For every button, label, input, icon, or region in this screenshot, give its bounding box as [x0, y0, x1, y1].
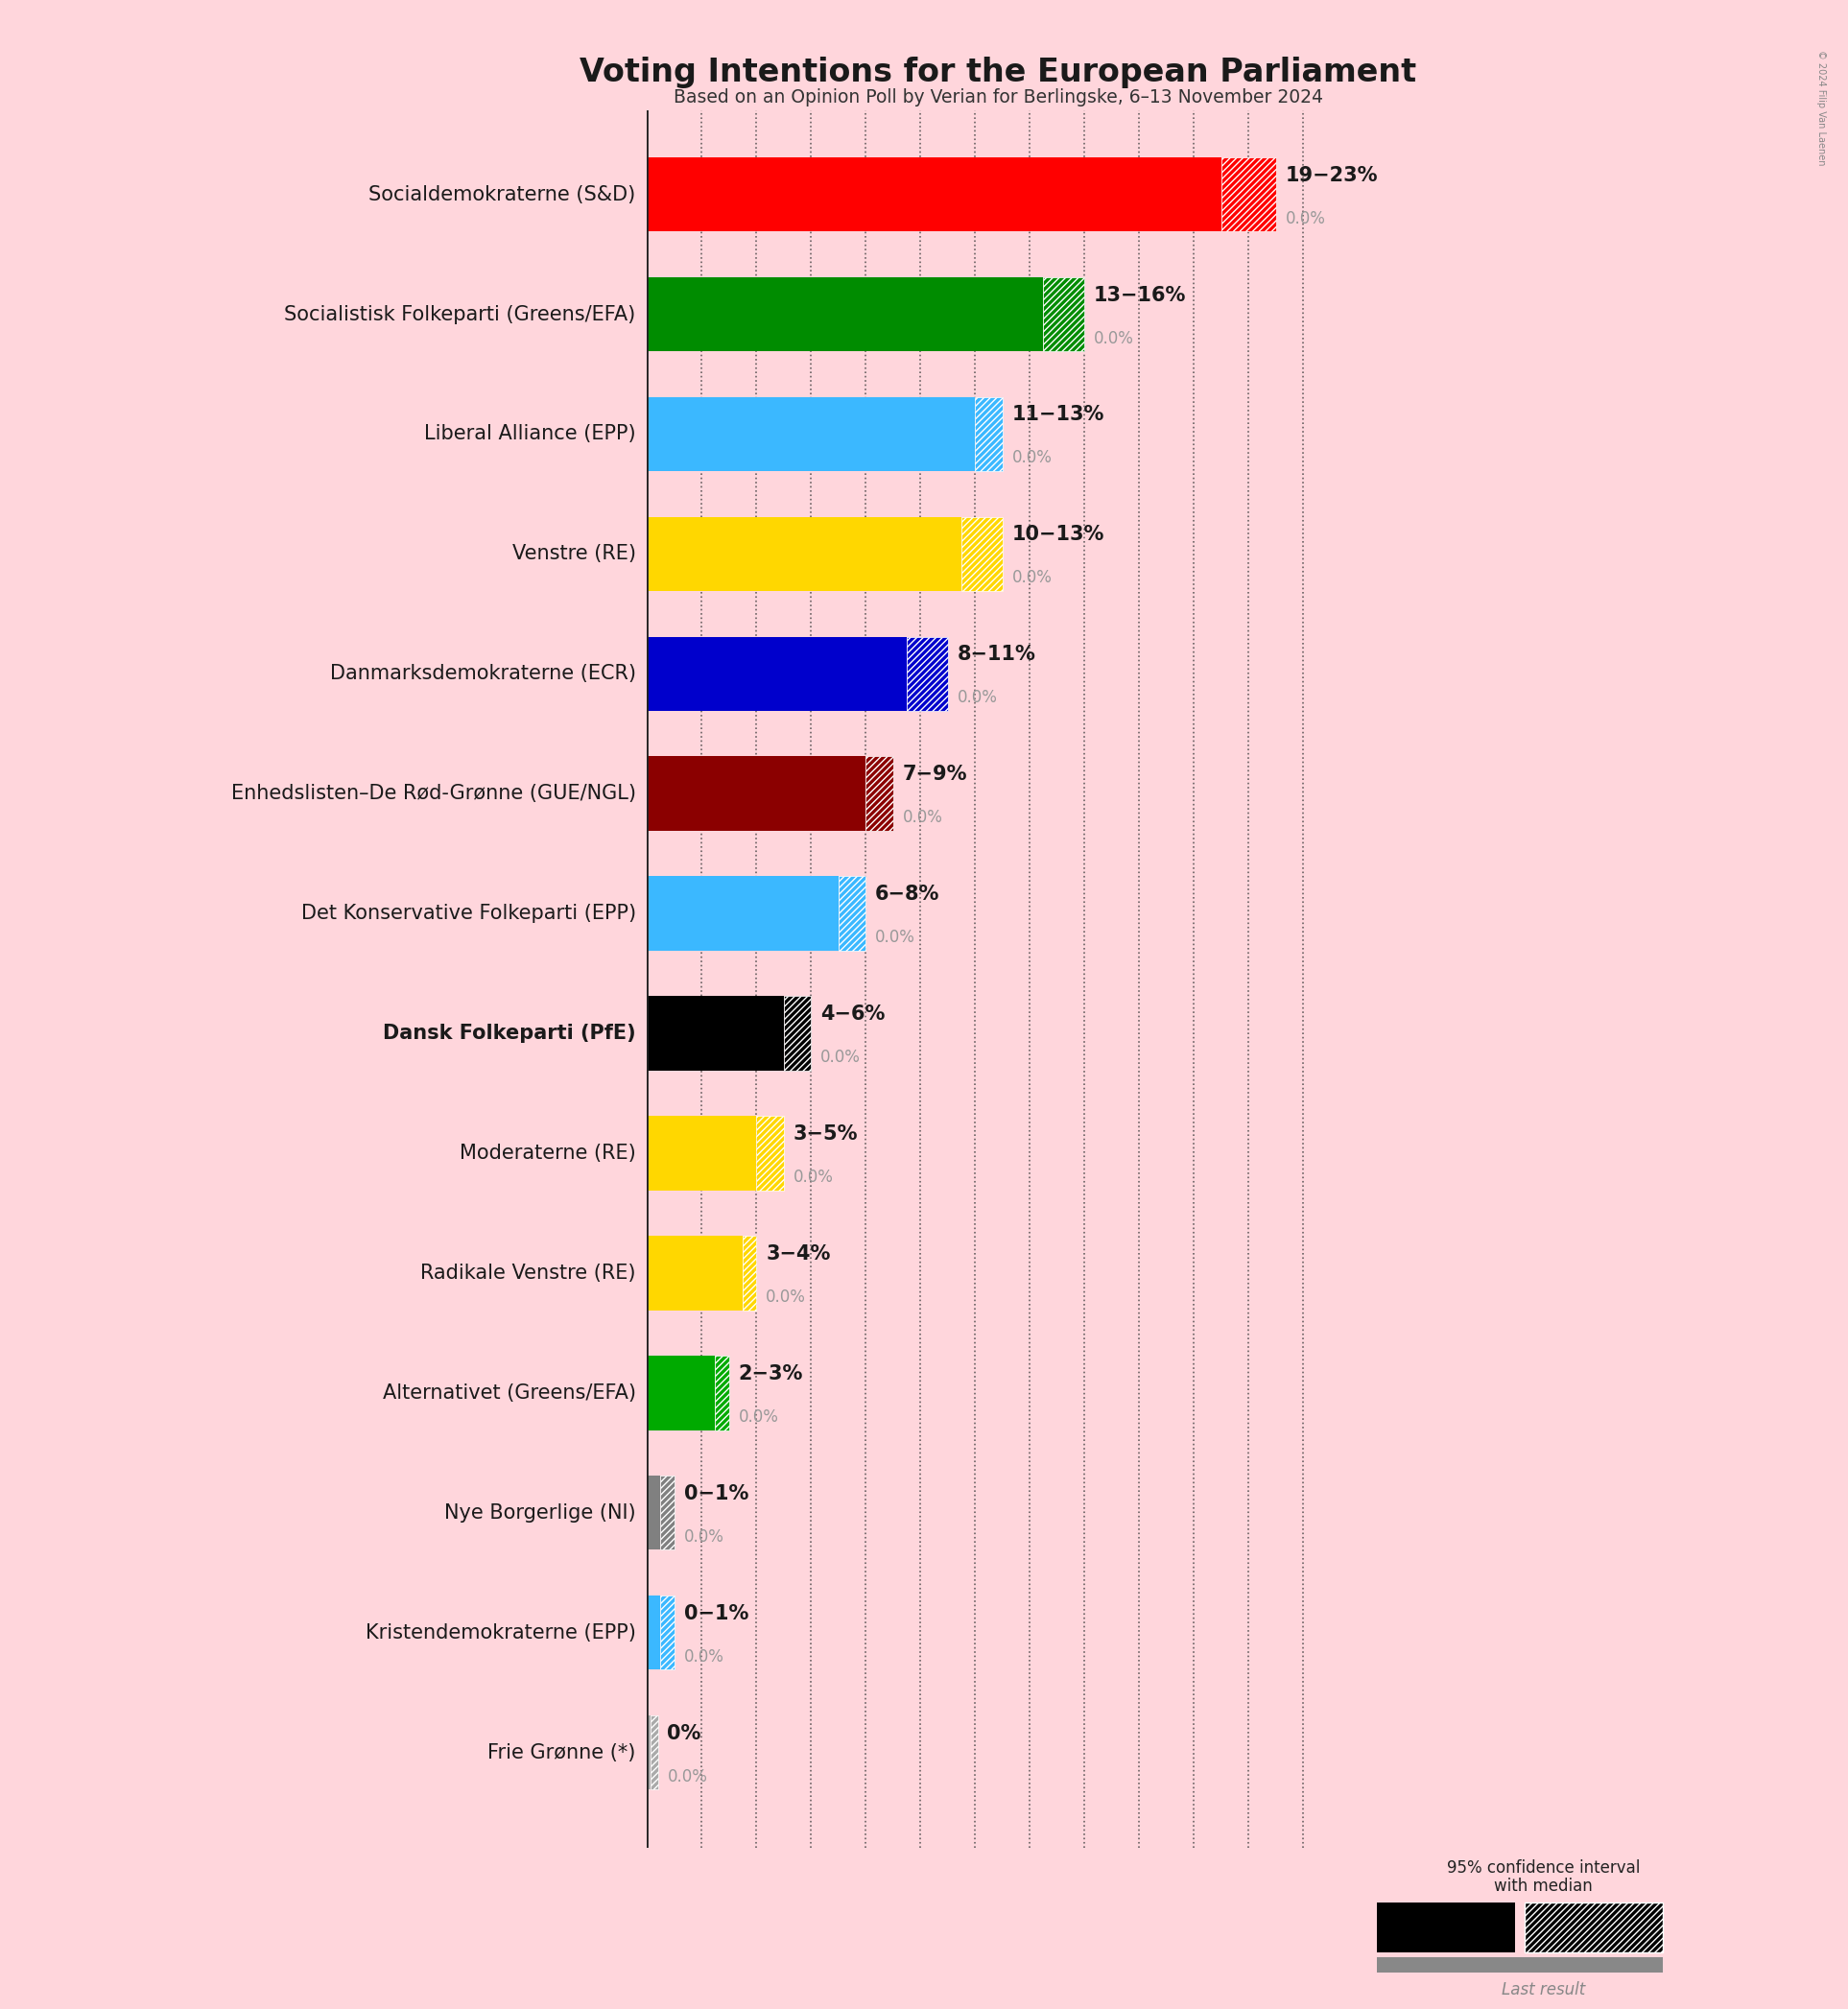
Bar	[647, 1117, 756, 1189]
Text: Enhedslisten–De Rød-Grønne (GUE/NGL): Enhedslisten–De Rød-Grønne (GUE/NGL)	[231, 784, 636, 804]
Bar	[647, 996, 784, 1071]
Bar	[647, 398, 976, 472]
Text: 19−23%: 19−23%	[1286, 165, 1379, 185]
Text: with median: with median	[1493, 1876, 1593, 1894]
Text: 0.0%: 0.0%	[1013, 569, 1052, 587]
Text: 0.0%: 0.0%	[684, 1529, 724, 1545]
Text: Moderaterne (RE): Moderaterne (RE)	[460, 1143, 636, 1163]
Text: Based on an Opinion Poll by Verian for Berlingske, 6–13 November 2024: Based on an Opinion Poll by Verian for B…	[673, 88, 1323, 106]
Text: Socialdemokraterne (S&D): Socialdemokraterne (S&D)	[370, 185, 636, 205]
Text: 0.0%: 0.0%	[821, 1049, 861, 1067]
Text: 0.0%: 0.0%	[1013, 450, 1052, 466]
Bar	[647, 1236, 743, 1310]
Bar	[647, 1716, 650, 1790]
Bar	[839, 876, 865, 950]
Text: Liberal Alliance (EPP): Liberal Alliance (EPP)	[425, 424, 636, 444]
Text: 2−3%: 2−3%	[739, 1364, 804, 1384]
Text: 95% confidence interval: 95% confidence interval	[1447, 1858, 1639, 1876]
Bar	[1044, 277, 1085, 352]
Text: Voting Intentions for the European Parliament: Voting Intentions for the European Parli…	[580, 56, 1416, 88]
Bar	[650, 1716, 658, 1790]
Text: 0.0%: 0.0%	[684, 1647, 724, 1665]
Text: 0%: 0%	[667, 1724, 700, 1744]
Bar	[784, 996, 811, 1071]
Text: Danmarksdemokraterne (ECR): Danmarksdemokraterne (ECR)	[329, 665, 636, 683]
Text: Kristendemokraterne (EPP): Kristendemokraterne (EPP)	[366, 1623, 636, 1641]
Text: 0.0%: 0.0%	[1094, 329, 1135, 348]
Text: Venstre (RE): Venstre (RE)	[512, 544, 636, 563]
Bar	[647, 1595, 660, 1669]
Bar	[865, 757, 893, 832]
Bar	[907, 637, 948, 711]
Bar	[647, 157, 1222, 231]
Bar	[961, 516, 1002, 591]
Bar	[647, 1475, 660, 1549]
Text: 4−6%: 4−6%	[821, 1004, 885, 1025]
Text: Frie Grønne (*): Frie Grønne (*)	[488, 1744, 636, 1762]
Text: 0.0%: 0.0%	[902, 810, 942, 826]
Text: © 2024 Filip Van Laenen: © 2024 Filip Van Laenen	[1817, 50, 1826, 167]
Text: 6−8%: 6−8%	[876, 884, 941, 904]
Bar	[647, 516, 961, 591]
Bar	[976, 398, 1002, 472]
Text: 0.0%: 0.0%	[793, 1169, 833, 1185]
Text: 0−1%: 0−1%	[684, 1603, 748, 1623]
Text: 0.0%: 0.0%	[876, 928, 915, 946]
Text: 3−5%: 3−5%	[793, 1125, 857, 1143]
Text: 0.0%: 0.0%	[739, 1408, 778, 1426]
Text: 11−13%: 11−13%	[1013, 406, 1105, 424]
Text: 0.0%: 0.0%	[957, 689, 998, 707]
Bar	[647, 757, 865, 832]
Text: 0.0%: 0.0%	[667, 1768, 708, 1786]
Text: 0−1%: 0−1%	[684, 1485, 748, 1503]
Text: 3−4%: 3−4%	[765, 1244, 830, 1264]
Bar	[647, 1356, 715, 1430]
Text: Dansk Folkeparti (PfE): Dansk Folkeparti (PfE)	[383, 1025, 636, 1043]
Text: Nye Borgerlige (NI): Nye Borgerlige (NI)	[444, 1503, 636, 1523]
Bar	[715, 1356, 728, 1430]
Bar	[743, 1236, 756, 1310]
Text: Alternativet (Greens/EFA): Alternativet (Greens/EFA)	[383, 1384, 636, 1402]
Text: 13−16%: 13−16%	[1094, 285, 1186, 305]
Text: Det Konservative Folkeparti (EPP): Det Konservative Folkeparti (EPP)	[301, 904, 636, 922]
Text: Radikale Venstre (RE): Radikale Venstre (RE)	[421, 1264, 636, 1282]
Bar	[660, 1475, 675, 1549]
Bar	[660, 1595, 675, 1669]
Bar	[647, 637, 907, 711]
Bar	[1222, 157, 1275, 231]
Bar	[647, 876, 839, 950]
Text: 7−9%: 7−9%	[902, 765, 967, 784]
Text: Socialistisk Folkeparti (Greens/EFA): Socialistisk Folkeparti (Greens/EFA)	[285, 305, 636, 323]
Bar	[647, 277, 1044, 352]
Text: Last result: Last result	[1501, 1981, 1586, 1999]
Text: 0.0%: 0.0%	[765, 1288, 806, 1306]
Text: 10−13%: 10−13%	[1013, 524, 1105, 544]
Text: 8−11%: 8−11%	[957, 645, 1035, 665]
Text: 0.0%: 0.0%	[1286, 209, 1325, 227]
Bar	[756, 1117, 784, 1189]
